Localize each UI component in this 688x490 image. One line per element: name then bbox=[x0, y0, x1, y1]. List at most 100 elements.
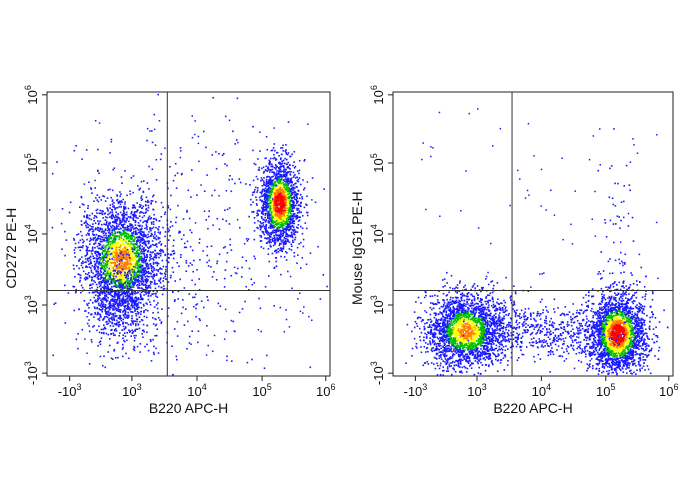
event-dot bbox=[266, 197, 268, 200]
event-dot bbox=[292, 203, 294, 206]
event-dot bbox=[113, 299, 115, 302]
event-dot bbox=[98, 222, 100, 224]
event-dot bbox=[94, 313, 96, 315]
event-dot bbox=[274, 149, 276, 152]
event-dot bbox=[122, 292, 125, 295]
event-dot bbox=[97, 251, 99, 253]
event-dot bbox=[290, 222, 292, 224]
event-dot bbox=[99, 309, 102, 311]
event-dot bbox=[124, 293, 126, 295]
event-dot bbox=[262, 222, 265, 224]
event-dot bbox=[281, 200, 283, 203]
event-dot bbox=[106, 283, 109, 286]
event-dot bbox=[108, 246, 110, 248]
event-dot bbox=[235, 272, 238, 275]
event-dot bbox=[146, 221, 149, 224]
event-dot bbox=[132, 250, 134, 253]
event-dot bbox=[131, 226, 134, 229]
event-dot bbox=[101, 310, 103, 313]
event-dot bbox=[140, 232, 142, 235]
event-dot bbox=[268, 186, 271, 189]
event-dot bbox=[296, 197, 299, 200]
event-dot bbox=[265, 206, 267, 208]
event-dot bbox=[269, 244, 272, 247]
event-dot bbox=[148, 284, 150, 287]
event-dot bbox=[103, 256, 106, 258]
event-dot bbox=[77, 246, 80, 249]
event-dot bbox=[78, 273, 80, 276]
event-dot bbox=[109, 221, 111, 224]
event-dot bbox=[145, 262, 147, 265]
event-dot bbox=[164, 275, 166, 278]
event-dot bbox=[125, 261, 127, 264]
event-dot bbox=[114, 308, 116, 310]
event-dot bbox=[291, 197, 294, 199]
event-dot bbox=[137, 217, 139, 219]
event-dot bbox=[119, 232, 121, 235]
event-dot bbox=[135, 308, 137, 311]
event-dot bbox=[287, 220, 290, 222]
event-dot bbox=[123, 249, 126, 252]
event-dot bbox=[211, 194, 213, 197]
event-dot bbox=[146, 292, 149, 294]
event-dot bbox=[297, 216, 300, 218]
event-dot bbox=[115, 328, 117, 330]
event-dot bbox=[186, 211, 188, 213]
event-dot bbox=[277, 189, 279, 192]
event-dot bbox=[156, 307, 159, 310]
event-dot bbox=[105, 290, 108, 292]
event-dot bbox=[130, 251, 132, 254]
event-dot bbox=[117, 201, 120, 203]
event-dot bbox=[285, 259, 288, 261]
event-dot bbox=[274, 192, 277, 195]
event-dot bbox=[134, 227, 136, 230]
event-dot bbox=[107, 253, 109, 256]
event-dot bbox=[299, 183, 302, 186]
event-dot bbox=[136, 345, 139, 348]
event-dot bbox=[269, 178, 272, 180]
event-dot bbox=[283, 186, 286, 188]
event-dot bbox=[118, 269, 121, 272]
event-dot bbox=[128, 243, 131, 245]
event-dot bbox=[270, 183, 273, 186]
event-dot bbox=[131, 224, 133, 226]
event-dot bbox=[132, 286, 135, 288]
event-dot bbox=[133, 339, 136, 342]
event-dot bbox=[89, 283, 92, 286]
event-dot bbox=[212, 97, 214, 99]
event-dot bbox=[115, 314, 117, 317]
event-dot bbox=[116, 261, 119, 264]
event-dot bbox=[116, 194, 118, 196]
event-dot bbox=[262, 218, 264, 221]
event-dot bbox=[303, 188, 305, 191]
event-dot bbox=[114, 231, 117, 234]
event-dot bbox=[155, 218, 157, 221]
event-dot bbox=[76, 234, 78, 236]
event-dot bbox=[268, 213, 271, 215]
event-dot bbox=[129, 251, 131, 253]
event-dot bbox=[124, 286, 126, 288]
event-dot bbox=[81, 224, 83, 226]
event-dot bbox=[271, 165, 274, 167]
event-dot bbox=[150, 255, 152, 258]
event-dot bbox=[140, 256, 142, 258]
event-dot bbox=[130, 277, 132, 279]
event-dot bbox=[105, 313, 108, 315]
event-dot bbox=[260, 195, 262, 198]
event-dot bbox=[135, 217, 138, 219]
event-dot bbox=[164, 213, 166, 215]
event-dot bbox=[297, 189, 299, 192]
event-dot bbox=[273, 210, 275, 212]
event-dot bbox=[121, 218, 124, 220]
event-dot bbox=[286, 219, 288, 221]
event-dot bbox=[290, 171, 292, 173]
event-dot bbox=[291, 192, 293, 195]
event-dot bbox=[133, 258, 136, 260]
event-dot bbox=[108, 277, 110, 279]
event-dot bbox=[106, 280, 108, 283]
event-dot bbox=[303, 187, 306, 189]
event-dot bbox=[97, 300, 99, 302]
event-dot bbox=[281, 241, 284, 243]
event-dot bbox=[271, 209, 274, 212]
